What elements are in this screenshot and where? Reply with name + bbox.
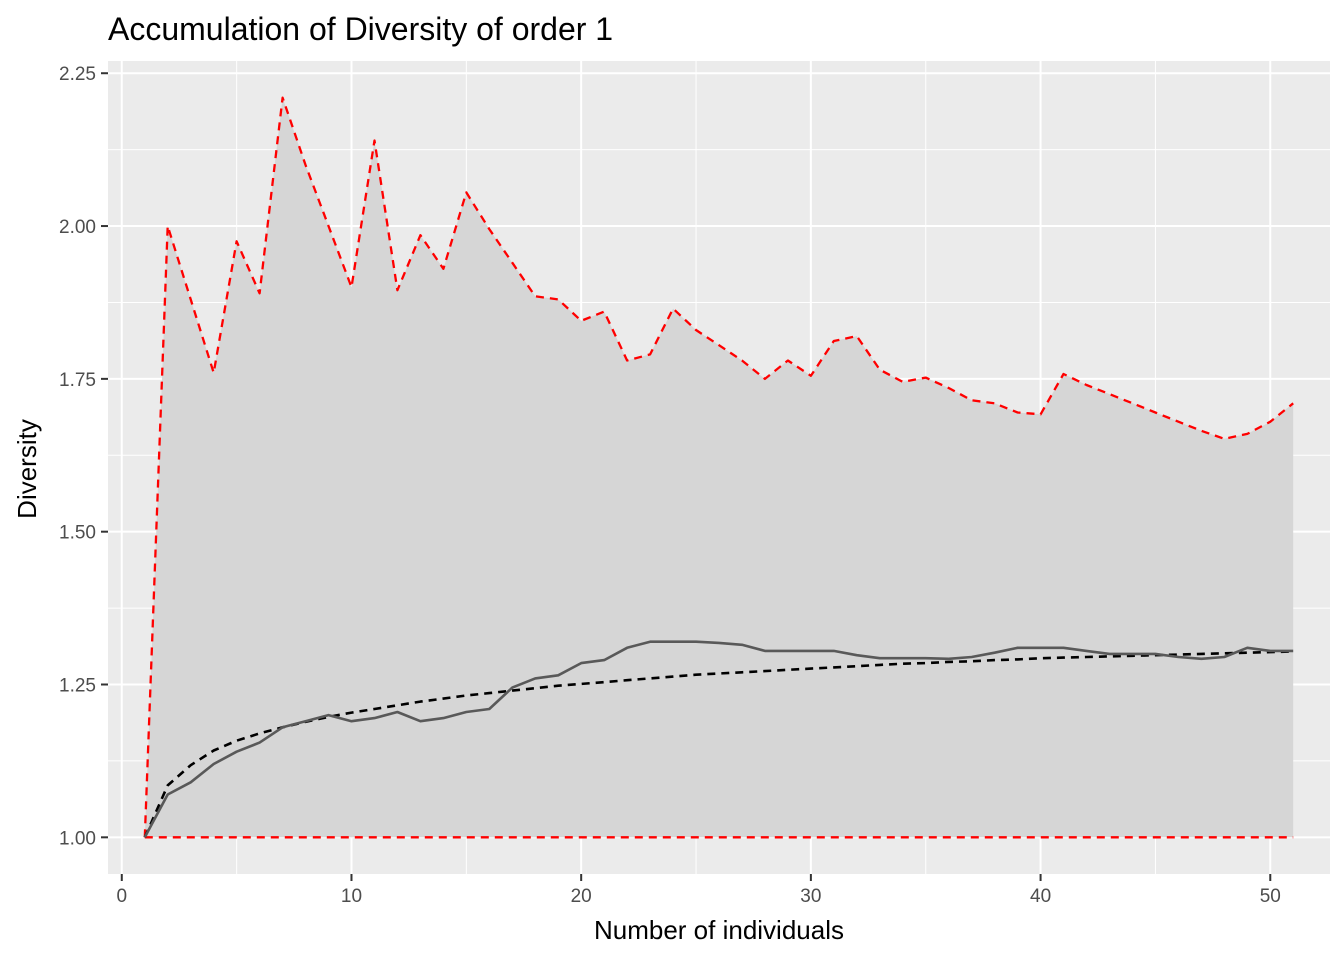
x-tick-label: 0 — [116, 886, 127, 907]
y-tick-label: 2.00 — [59, 217, 96, 238]
y-tick-label: 1.25 — [59, 676, 96, 697]
observed-diversity-line — [143, 640, 1294, 838]
x-tick-label: 40 — [1030, 886, 1051, 907]
y-tick-label: 1.00 — [59, 828, 96, 849]
y-tick-label: 1.75 — [59, 370, 96, 391]
x-tick-label: 50 — [1260, 886, 1281, 907]
x-axis: 0 10 20 30 40 50 — [116, 874, 1281, 907]
confidence-ribbon — [144, 97, 1294, 838]
x-axis-label: Number of individuals — [594, 915, 844, 945]
series-lines — [143, 96, 1294, 839]
upper-bound-line — [143, 96, 1294, 838]
x-tick-label: 30 — [800, 886, 821, 907]
expected-diversity-line — [143, 650, 1294, 838]
y-axis: 1.00 1.25 1.50 1.75 2.00 2.25 — [59, 64, 108, 849]
x-tick-label: 20 — [571, 886, 592, 907]
y-tick-label: 2.25 — [59, 64, 96, 85]
x-tick-label: 10 — [341, 886, 362, 907]
y-tick-label: 1.50 — [59, 523, 96, 544]
chart-title: Accumulation of Diversity of order 1 — [108, 11, 613, 47]
y-axis-label: Diversity — [12, 419, 42, 519]
